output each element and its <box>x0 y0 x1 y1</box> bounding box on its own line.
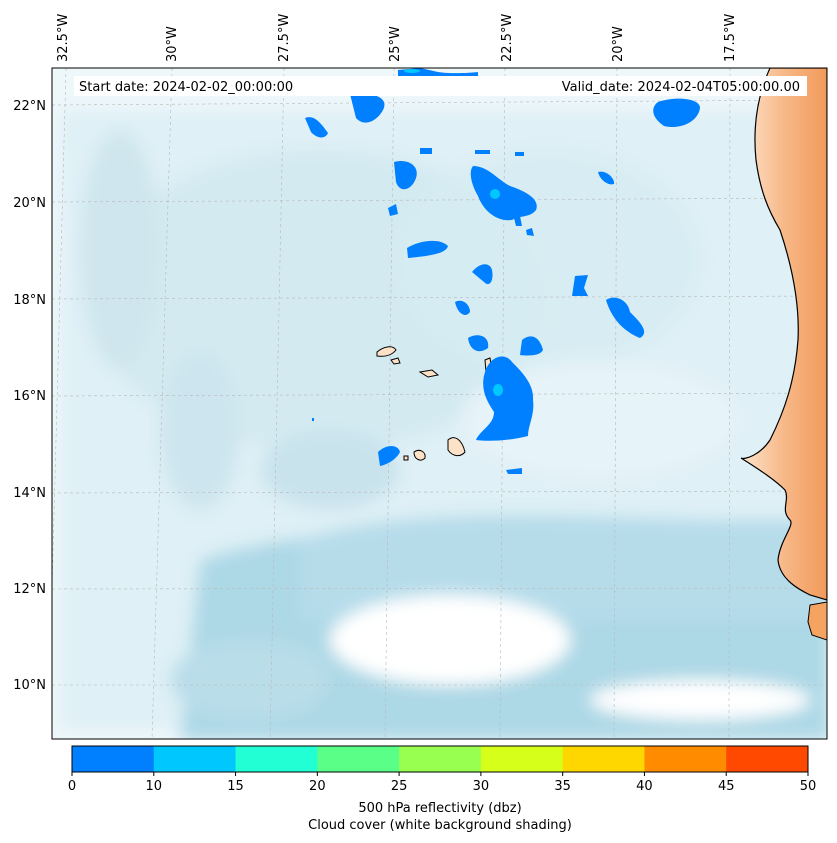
reflectivity-blob <box>455 300 470 315</box>
reflectivity-blob <box>350 93 385 123</box>
reflectivity-blob <box>514 216 522 226</box>
west-africa-coast <box>740 68 827 601</box>
reflectivity-blob <box>312 418 314 421</box>
reflectivity-blob <box>515 152 524 156</box>
lon-label: 22.5°W <box>500 14 515 62</box>
colorbar-tick-label: 25 <box>391 779 408 794</box>
colorbar-segment <box>726 746 809 772</box>
reflectivity-blob <box>606 297 645 338</box>
reflectivity-blob <box>305 117 328 138</box>
lat-label: 10°N <box>13 678 46 693</box>
colorbar-segment <box>562 746 645 772</box>
map-area <box>52 68 827 739</box>
reflectivity-blob <box>420 148 432 154</box>
reflectivity-core <box>493 384 503 396</box>
island-sao-vicente <box>390 357 401 365</box>
reflectivity-blob <box>407 240 448 258</box>
colorbar-label: 500 hPa reflectivity (dbz) <box>358 801 522 816</box>
colorbar-segment <box>480 746 564 772</box>
reflectivity-blob <box>475 150 490 154</box>
cloud-cover-shading <box>60 110 827 739</box>
island-brava <box>403 455 409 461</box>
reflectivity-blob <box>394 160 417 190</box>
lat-label: 18°N <box>13 293 46 308</box>
colorbar-sublabel: Cloud cover (white background shading) <box>308 818 572 833</box>
colorbar-tick-label: 45 <box>718 779 735 794</box>
reflectivity-core <box>404 69 420 73</box>
colorbar-ticks: 0 10 15 20 25 30 35 40 45 50 <box>68 772 816 794</box>
bissagos-islands <box>807 601 827 641</box>
colorbar-segments <box>72 746 809 772</box>
start-date-label: Start date: 2024-02-02_00:00:00 <box>79 80 293 95</box>
reflectivity-core <box>490 189 500 199</box>
lat-label: 16°N <box>13 389 46 404</box>
colorbar-segment <box>235 746 318 772</box>
reflectivity-blob <box>388 204 398 216</box>
cape-verde-islands <box>376 346 497 461</box>
latitude-labels: 22°N 20°N 18°N 16°N 14°N 12°N 10°N <box>13 99 46 693</box>
colorbar-tick-label: 0 <box>68 779 76 794</box>
reflectivity-blob <box>506 468 522 474</box>
colorbar-tick-label: 35 <box>554 779 571 794</box>
graticule <box>52 68 827 739</box>
longitude-labels: 32.5°W 30°W 27.5°W 25°W 22.5°W 20°W 17.5… <box>56 14 738 62</box>
reflectivity-blob <box>653 98 700 128</box>
colorbar-segment <box>399 746 482 772</box>
lon-label: 27.5°W <box>277 14 292 62</box>
reflectivity-blob <box>476 356 534 441</box>
lon-label: 17.5°W <box>723 14 738 62</box>
valid-date-label: Valid_date: 2024-02-04T05:00:00.00 <box>562 80 800 95</box>
lat-label: 14°N <box>13 486 46 501</box>
lat-label: 20°N <box>13 196 46 211</box>
colorbar-tick-label: 30 <box>473 779 490 794</box>
reflectivity-blob <box>598 171 615 185</box>
header-box <box>74 76 807 96</box>
lon-label: 30°W <box>165 26 180 62</box>
colorbar-segment <box>317 746 400 772</box>
colorbar: 0 10 15 20 25 30 35 40 45 50 <box>68 745 816 794</box>
lon-label: 32.5°W <box>56 14 71 62</box>
colorbar-tick-label: 40 <box>636 779 653 794</box>
lon-label: 25°W <box>388 26 403 62</box>
reflectivity-blob <box>520 336 543 356</box>
island-santiago <box>447 437 466 457</box>
reflectivity-blobs <box>305 68 700 474</box>
colorbar-frame <box>71 745 809 773</box>
island-fogo <box>413 449 426 461</box>
reflectivity-blob <box>470 166 537 221</box>
reflectivity-blob <box>526 228 534 236</box>
lon-label: 20°W <box>611 26 626 62</box>
map-frame <box>51 67 828 740</box>
island-sao-nicolau <box>418 369 440 378</box>
lat-label: 12°N <box>13 582 46 597</box>
colorbar-tick-label: 20 <box>309 779 326 794</box>
colorbar-segment <box>644 746 727 772</box>
colorbar-tick-label: 10 <box>146 779 163 794</box>
reflectivity-blob <box>572 275 588 296</box>
colorbar-segment <box>153 746 237 772</box>
island-santo-antao <box>376 346 397 357</box>
colorbar-tick-label: 50 <box>800 779 817 794</box>
reflectivity-blob <box>378 446 400 466</box>
reflectivity-blob <box>472 264 493 285</box>
reflectivity-blob <box>468 335 489 352</box>
lat-label: 22°N <box>13 99 46 114</box>
colorbar-segment <box>72 746 155 772</box>
reflectivity-cores <box>404 69 503 396</box>
colorbar-tick-label: 15 <box>227 779 244 794</box>
